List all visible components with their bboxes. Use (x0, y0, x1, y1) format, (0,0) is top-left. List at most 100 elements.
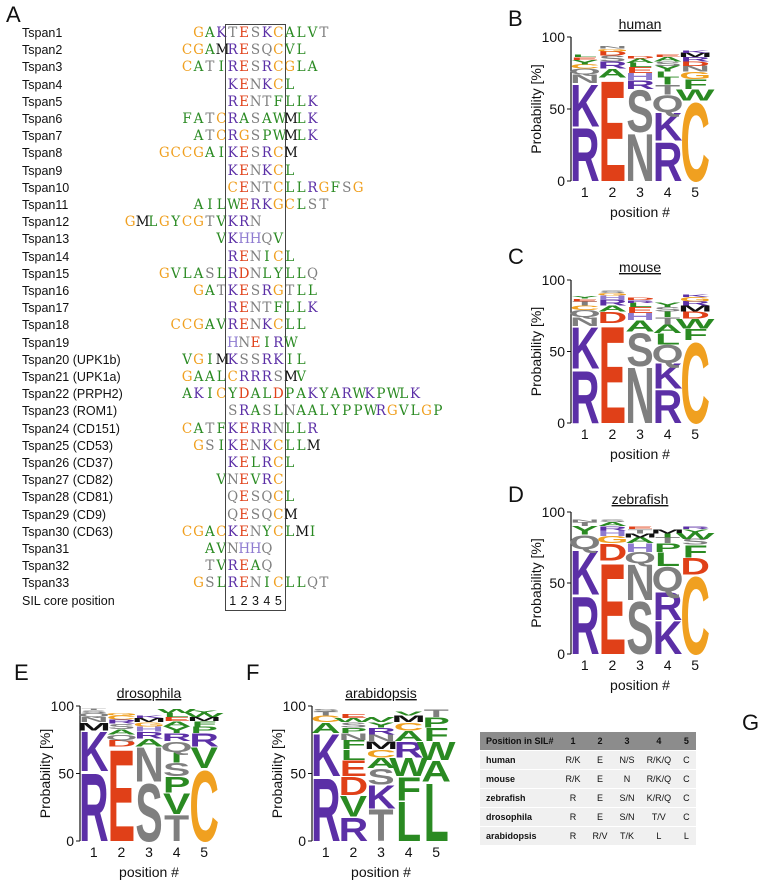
residue: L (399, 386, 409, 403)
logo-letter: E (626, 66, 653, 75)
sequence-name: Tspan24 (CD151) (22, 421, 120, 436)
core-position-number: 1 (229, 593, 237, 608)
residue: T (319, 25, 329, 41)
y-tick-label: 50 (549, 344, 565, 360)
residue: K (307, 386, 318, 403)
panel-label-d: D (508, 482, 524, 507)
y-tick-label: 0 (298, 833, 306, 849)
logo-letter: L (655, 330, 680, 348)
x-tick-label: 1 (322, 844, 330, 860)
sequence-name: Tspan11 (22, 198, 69, 212)
residue: L (285, 455, 295, 471)
sequence-name: Tspan7 (22, 129, 63, 144)
residue: T (205, 128, 215, 145)
residue: C (227, 369, 238, 385)
y-axis-label: Probability [%] (269, 729, 285, 818)
logo-letter: Y (571, 525, 598, 538)
logo-letter: K (570, 73, 600, 140)
residue: E (239, 455, 250, 471)
y-axis-label: Probability [%] (528, 64, 544, 153)
residue: H (238, 231, 251, 248)
logo-letter: F (683, 76, 708, 92)
residue: N (249, 248, 262, 265)
residue: L (285, 265, 295, 282)
residue: S (250, 128, 261, 145)
residue: R (273, 334, 284, 351)
y-tick-label: 0 (557, 173, 565, 189)
y-tick-label: 50 (290, 766, 306, 782)
residue: L (296, 265, 306, 282)
residue: L (273, 403, 283, 420)
x-tick-label: 5 (691, 657, 699, 673)
residue: V (216, 214, 227, 231)
x-axis-label: position # (119, 864, 179, 880)
logo-letter: K (570, 315, 600, 381)
residue: E (239, 283, 250, 299)
residue: R (261, 351, 272, 368)
logo-letter: W (389, 753, 428, 782)
residue: I (309, 523, 316, 540)
residue: A (193, 369, 204, 385)
y-tick-label: 100 (542, 272, 566, 288)
logo-letter: S (682, 538, 709, 547)
residue: L (296, 25, 306, 41)
logo-letter: H (598, 529, 628, 538)
table-cell: drosophila (480, 807, 560, 827)
logo-letter: N (625, 119, 655, 195)
logo-letter: S (135, 766, 162, 858)
residue: N (249, 300, 262, 317)
logo-letter: D (598, 51, 628, 58)
logo-letter: R (653, 585, 683, 629)
logo-letter: K (653, 104, 683, 149)
sequence-name: Tspan13 (22, 232, 70, 247)
logo-letter: A (134, 737, 164, 749)
logo-letter: A (311, 719, 341, 736)
residue: N (249, 179, 262, 196)
table-cell: R (559, 807, 587, 827)
table-cell: T/V (640, 807, 678, 827)
residue: C (181, 420, 193, 437)
residue: K (227, 455, 238, 471)
logo-letter: R (680, 56, 710, 63)
residue: K (193, 386, 204, 403)
core-position-label: SIL core position (22, 593, 115, 608)
residue: E (239, 489, 250, 506)
residue: M (284, 111, 298, 127)
logo-letter: C (107, 715, 137, 721)
logo-letter: F (341, 738, 366, 753)
residue: A (205, 541, 215, 557)
residue: T (285, 283, 295, 299)
logo-letter: Y (571, 295, 598, 299)
residue: C (273, 317, 284, 334)
residue: G (421, 403, 432, 420)
residue: L (296, 179, 306, 196)
sequence-name: Tspan33 (22, 576, 70, 591)
logo-letter: T (572, 521, 597, 527)
residue: K (216, 25, 227, 41)
y-tick-label: 0 (66, 833, 74, 849)
logo-letter: G (679, 70, 711, 81)
logo-letter: R (79, 752, 109, 862)
logo-letter: F (683, 326, 708, 344)
logo-letter: C (189, 751, 219, 864)
logo-title: arabidopsis (345, 685, 417, 701)
logo-letter: T (164, 808, 189, 850)
logo-letter: K (653, 357, 683, 397)
residue: G (284, 59, 296, 76)
x-axis-label: position # (351, 864, 411, 880)
panel-label-c: C (508, 244, 524, 269)
residue: L (285, 420, 295, 437)
logo-letter: L (164, 712, 189, 718)
logo-letter: A (598, 521, 628, 527)
residue: K (410, 386, 421, 403)
logo-letter: L (396, 791, 421, 854)
residue: G (193, 214, 204, 231)
logo-zebrafish: zebrafish 0 50 100 Probability [%] 1 2 3 4 5 posit… (528, 491, 715, 693)
logo-letter: S (599, 519, 626, 523)
residue: A (284, 25, 295, 41)
logo-letter: S (80, 710, 107, 714)
logo-letter: D (625, 297, 655, 301)
logo-letter: V (367, 716, 395, 724)
sequence-name: Tspan4 (22, 77, 63, 92)
